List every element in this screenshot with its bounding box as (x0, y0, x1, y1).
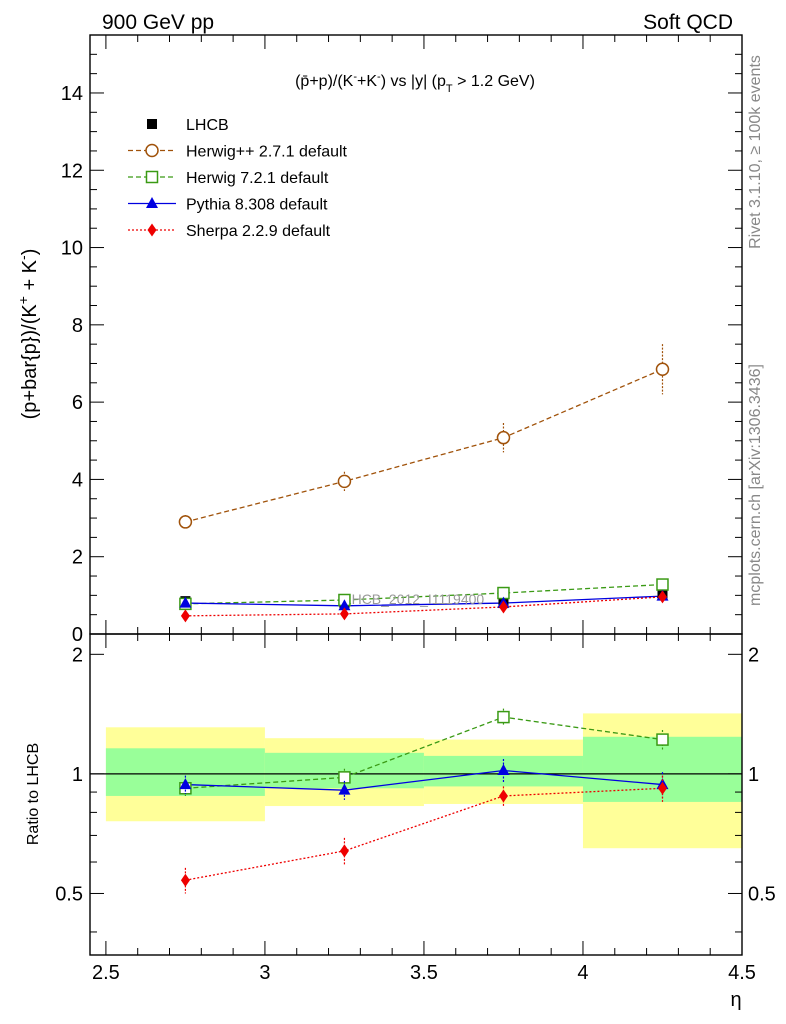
watermark-text: LHCB_2012_I1119400 (344, 591, 485, 607)
category-label: Soft QCD (643, 11, 733, 34)
ratio-point-herwig-7-2-1-default (656, 733, 669, 746)
legend-label: LHCB (186, 117, 229, 134)
ratio-point-sherpa-2-2-9-default (180, 873, 190, 887)
legend-item-pythia-8-308-default: Pythia 8.308 default (128, 197, 328, 214)
legend-marker (146, 197, 158, 208)
ratio-y-tick-label-right: 2 (748, 644, 759, 666)
legend-item-sherpa-2-2-9-default: Sherpa 2.2.9 default (128, 223, 331, 240)
main-axes: 0 2 4 6 8 10 12 14 (61, 34, 743, 646)
x-tick-label: 3.5 (410, 962, 438, 984)
main-y-tick-label: 10 (61, 238, 83, 260)
main-y-tick-label: 4 (72, 469, 83, 491)
main-point-sherpa-2-2-9-default (657, 590, 667, 604)
collision-label: 900 GeV pp (102, 11, 214, 34)
main-y-tick-label: 8 (72, 315, 83, 337)
main-y-tick-label: 14 (61, 83, 83, 105)
main-point-herwig-2-7-1-default (178, 515, 193, 529)
ratio-y-tick-label: 1 (72, 764, 83, 786)
ratio-point-pythia-8-308-default (497, 763, 510, 775)
ratio-series-line-herwig-7-2-1-default (185, 716, 663, 789)
ratio-y-tick-label: 2 (72, 644, 83, 666)
main-y-tick-label: 0 (72, 624, 83, 646)
legend-item-lhcb: LHCB (147, 117, 229, 134)
main-y-tick-label: 2 (72, 547, 83, 569)
ratio-point-pythia-8-308-default (179, 778, 192, 790)
x-tick-label: 4 (577, 962, 588, 984)
ratio-axes: 0.5 0.5 1 1 2 2 2.5 3 3.5 4 4.5 (55, 634, 776, 984)
legend-label: Herwig++ 2.7.1 default (186, 144, 348, 161)
x-tick-label: 3 (259, 962, 270, 984)
legend-item-herwig-7-2-1-default: Herwig 7.2.1 default (128, 170, 329, 187)
main-series-line-sherpa-2-2-9-default (185, 596, 663, 617)
main-y-tick-label: 6 (72, 392, 83, 414)
ratio-y-axis-label: Ratio to LHCB (25, 743, 42, 845)
ratio-series-line-sherpa-2-2-9-default (185, 787, 663, 881)
main-series-line-herwig-2-7-1-default (185, 368, 663, 523)
legend-item-herwig-2-7-1-default: Herwig++ 2.7.1 default (128, 144, 348, 161)
ratio-point-sherpa-2-2-9-default (657, 781, 667, 795)
rivet-version-text: Rivet 3.1.10, ≥ 100k events (747, 55, 764, 249)
main-point-sherpa-2-2-9-default (339, 607, 349, 621)
ratio-point-pythia-8-308-default (338, 783, 351, 795)
main-series-markers (178, 344, 670, 623)
legend-marker (145, 143, 159, 158)
source-text: mcplots.cern.ch [arXiv:1306.3436] (747, 364, 764, 606)
legend-marker (147, 223, 157, 237)
chart-title: (p̄+p)/(K-+K-) vs |y| (pT > 1.2 GeV) (295, 71, 535, 95)
ratio-panel-frame (89, 633, 743, 956)
ratio-series-line-pythia-8-308-default (185, 769, 663, 791)
x-tick-label: 4.5 (728, 962, 756, 984)
legend-marker (145, 170, 159, 184)
ratio-y-tick-label: 0.5 (55, 883, 83, 905)
legend-marker (147, 119, 157, 129)
ratio-point-sherpa-2-2-9-default (339, 844, 349, 858)
legend-label: Herwig 7.2.1 default (186, 170, 329, 187)
legend-label: Pythia 8.308 default (186, 197, 328, 214)
ratio-series-lines (185, 716, 663, 881)
main-point-herwig-7-2-1-default (656, 578, 669, 591)
main-point-sherpa-2-2-9-default (180, 609, 190, 623)
ratio-point-sherpa-2-2-9-default (498, 789, 508, 803)
ratio-y-tick-label-right: 0.5 (748, 883, 776, 905)
main-point-herwig-2-7-1-default (655, 362, 670, 377)
main-y-tick-label: 12 (61, 160, 83, 182)
x-axis-label: η (730, 989, 741, 1011)
legend-label: Sherpa 2.2.9 default (186, 223, 331, 240)
main-series-lines (185, 368, 663, 617)
main-point-herwig-2-7-1-default (496, 430, 511, 445)
main-y-axis-label: (p+bar{p})/(K+ + K-) (15, 249, 41, 420)
x-tick-label: 2.5 (92, 962, 120, 984)
ratio-y-tick-label-right: 1 (748, 764, 759, 786)
ratio-point-herwig-7-2-1-default (497, 710, 510, 724)
main-point-pythia-8-308-default (338, 599, 351, 611)
main-series-line-pythia-8-308-default (185, 595, 663, 607)
legend: LHCB Herwig++ 2.7.1 default Herwig 7.2.1 d… (128, 117, 348, 240)
main-point-sherpa-2-2-9-default (498, 600, 508, 614)
main-point-pythia-8-308-default (179, 596, 192, 608)
ratio-series-markers (179, 708, 669, 894)
main-point-herwig-2-7-1-default (337, 474, 352, 489)
